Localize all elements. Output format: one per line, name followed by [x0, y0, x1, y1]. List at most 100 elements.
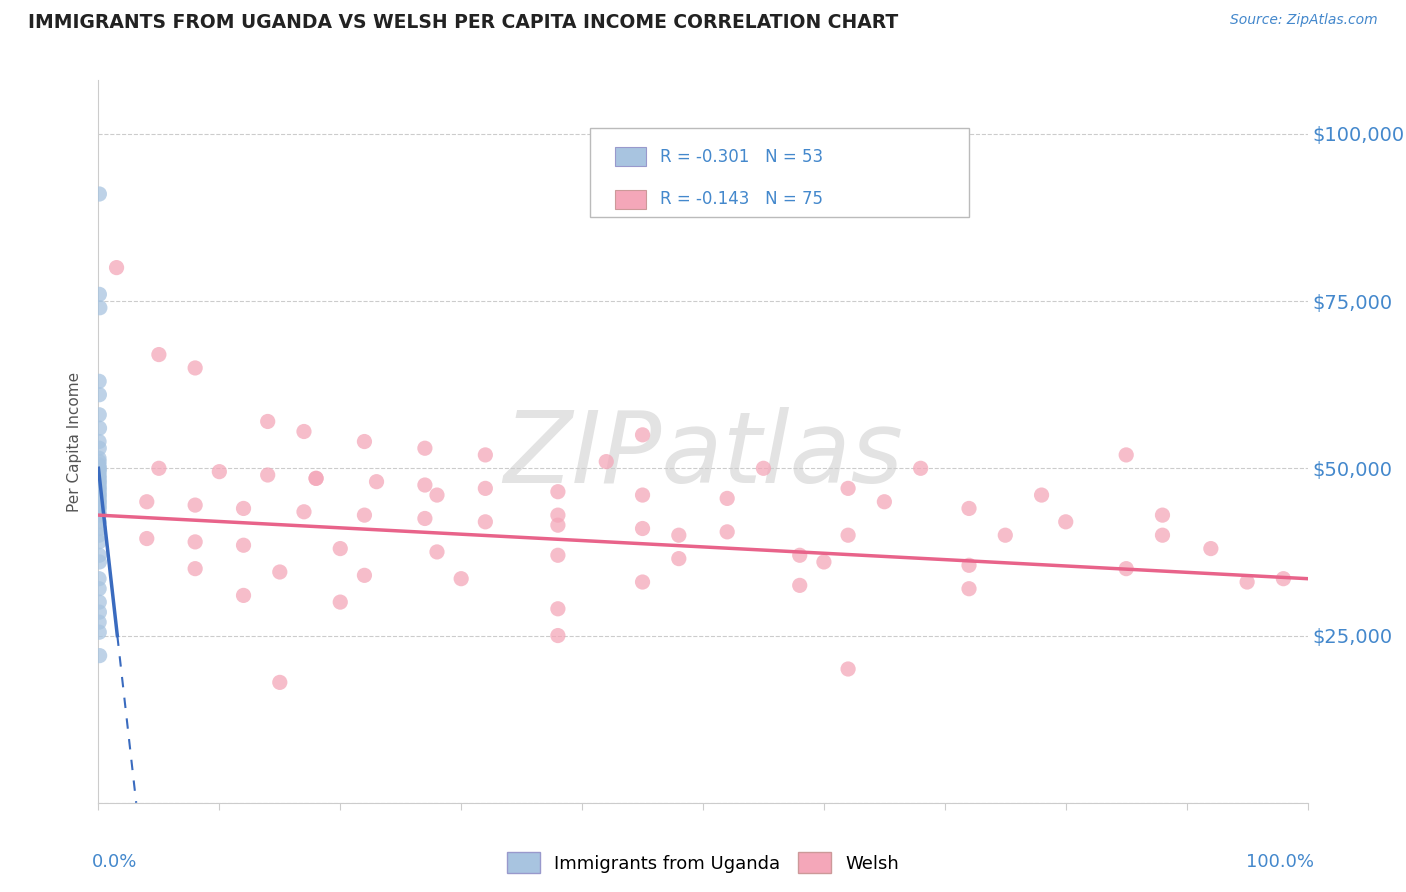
Point	[89, 605, 111, 619]
Point	[873, 494, 896, 508]
Point	[89, 548, 111, 563]
Point	[547, 628, 569, 642]
Point	[87, 498, 110, 512]
Point	[1236, 575, 1258, 590]
Point	[89, 461, 111, 475]
Point	[232, 589, 254, 603]
Point	[1054, 515, 1077, 529]
Point	[87, 460, 110, 475]
Point	[89, 387, 111, 401]
Point	[89, 476, 111, 491]
Point	[305, 471, 328, 485]
Point	[184, 562, 207, 576]
Point	[89, 408, 111, 422]
Point	[256, 414, 278, 428]
Point	[184, 361, 207, 376]
Point	[89, 534, 111, 549]
Point	[837, 482, 859, 496]
Point	[89, 555, 111, 569]
Text: ZIPatlas: ZIPatlas	[503, 408, 903, 505]
Point	[184, 534, 207, 549]
Legend: Immigrants from Uganda, Welsh: Immigrants from Uganda, Welsh	[501, 846, 905, 880]
Point	[89, 301, 111, 315]
Text: IMMIGRANTS FROM UGANDA VS WELSH PER CAPITA INCOME CORRELATION CHART: IMMIGRANTS FROM UGANDA VS WELSH PER CAPI…	[28, 13, 898, 32]
Point	[232, 501, 254, 516]
Point	[1115, 562, 1137, 576]
Point	[87, 505, 110, 519]
Point	[89, 471, 111, 485]
Point	[957, 501, 980, 516]
Point	[89, 375, 111, 389]
Point	[135, 494, 157, 508]
Point	[1152, 528, 1174, 542]
Point	[547, 602, 569, 616]
Point	[89, 501, 111, 516]
Point	[87, 473, 110, 487]
Point	[474, 448, 496, 462]
Point	[716, 524, 738, 539]
Point	[87, 458, 110, 472]
Point	[89, 648, 111, 663]
Point	[789, 578, 811, 592]
Point	[547, 518, 569, 533]
Point	[89, 582, 111, 596]
Point	[957, 558, 980, 573]
Point	[87, 500, 110, 514]
Point	[89, 421, 111, 435]
Point	[87, 494, 110, 508]
Point	[547, 508, 569, 523]
Point	[87, 484, 110, 499]
Point	[716, 491, 738, 506]
Point	[631, 427, 654, 442]
Point	[1115, 448, 1137, 462]
Point	[87, 475, 110, 489]
Point	[837, 528, 859, 542]
Point	[426, 488, 449, 502]
Point	[89, 465, 111, 479]
Point	[89, 625, 111, 640]
Point	[184, 498, 207, 512]
Point	[89, 287, 111, 301]
Point	[413, 511, 436, 525]
Point	[305, 471, 328, 485]
Point	[450, 572, 472, 586]
Point	[87, 488, 110, 502]
Point	[353, 434, 375, 449]
Point	[547, 484, 569, 499]
Point	[89, 521, 111, 535]
Point	[87, 480, 110, 494]
Point	[547, 548, 569, 563]
Text: Source: ZipAtlas.com: Source: ZipAtlas.com	[1230, 13, 1378, 28]
Point	[1031, 488, 1053, 502]
Point	[813, 555, 835, 569]
Point	[87, 483, 110, 497]
Point	[87, 528, 110, 542]
Point	[413, 478, 436, 492]
Text: 0.0%: 0.0%	[93, 854, 138, 871]
Point	[426, 545, 449, 559]
Point	[87, 451, 110, 466]
Point	[89, 508, 111, 523]
Point	[668, 528, 690, 542]
Y-axis label: Per Capita Income: Per Capita Income	[67, 371, 83, 512]
Point	[353, 568, 375, 582]
Point	[789, 548, 811, 563]
Point	[1199, 541, 1222, 556]
Point	[631, 521, 654, 535]
Point	[631, 488, 654, 502]
Point	[87, 467, 110, 482]
Point	[89, 482, 111, 496]
Point	[1152, 508, 1174, 523]
Point	[208, 465, 231, 479]
Point	[269, 675, 291, 690]
Point	[89, 515, 111, 529]
Point	[148, 461, 170, 475]
Point	[256, 467, 278, 482]
Point	[957, 582, 980, 596]
Point	[631, 575, 654, 590]
Point	[910, 461, 932, 475]
Point	[87, 507, 110, 521]
Point	[87, 462, 110, 476]
Point	[89, 441, 111, 455]
Point	[329, 541, 352, 556]
